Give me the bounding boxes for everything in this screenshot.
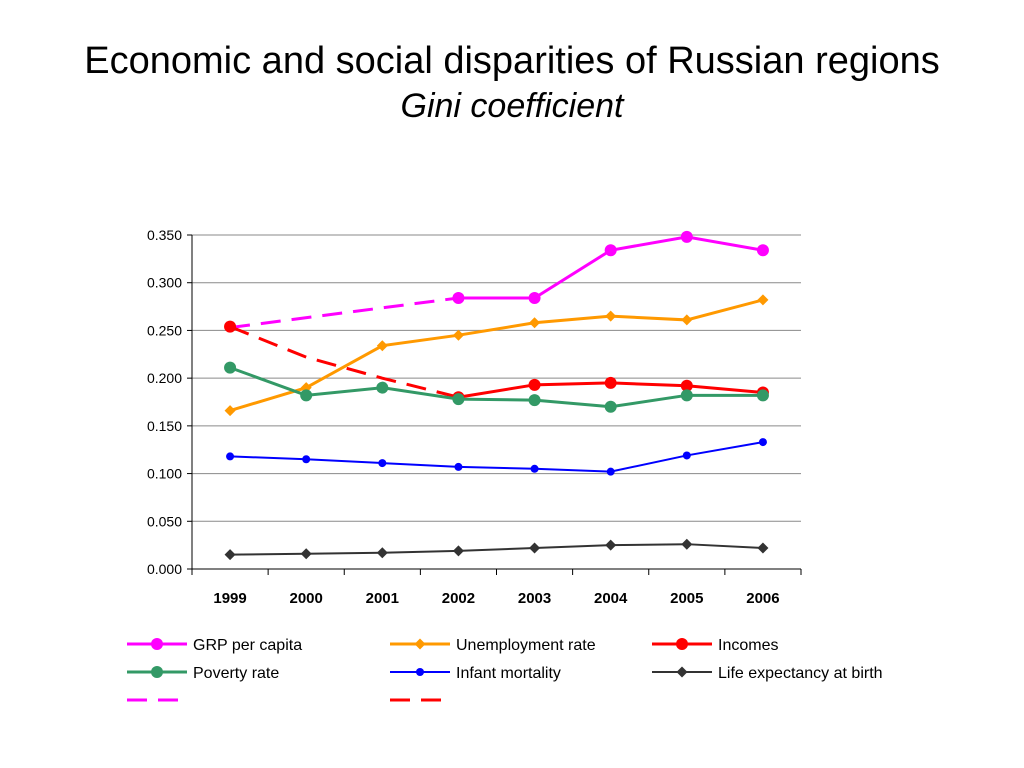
unemployment-rate-point: [224, 405, 236, 417]
y-tick-label: 0.250: [147, 322, 182, 338]
poverty-rate-point: [224, 361, 237, 374]
unemployment-rate-point: [529, 317, 541, 329]
unemployment-rate-point: [757, 294, 769, 306]
legend-marker-grp-per-capita: [151, 638, 163, 650]
life-expectancy-at-birth-line: [230, 543, 763, 556]
life-expectancy-at-birth-point: [529, 542, 541, 554]
legend-marker-infant-mortality: [416, 668, 424, 676]
legend-label-life-expectancy-at-birth: Life expectancy at birth: [718, 665, 883, 682]
legend-marker-incomes: [676, 638, 688, 650]
legend-label-infant-mortality: Infant mortality: [456, 665, 561, 682]
life-expectancy-at-birth-point: [376, 547, 388, 559]
unemployment-rate-point: [605, 310, 617, 322]
title-block: Economic and social disparities of Russi…: [0, 38, 1024, 128]
poverty-rate-point: [528, 394, 541, 407]
legend-marker-unemployment-rate: [414, 638, 426, 650]
infant-mortality-point: [378, 459, 387, 468]
infant-mortality-point: [302, 455, 311, 464]
grp-per-capita-point: [528, 291, 541, 304]
unemployment-rate-point: [376, 340, 388, 352]
unemployment-rate-point: [452, 329, 464, 341]
grp-per-capita-point: [680, 230, 693, 243]
slide-title: Economic and social disparities of Russi…: [84, 40, 940, 82]
unemployment-rate-point: [681, 314, 693, 326]
incomes-point: [528, 378, 541, 391]
life-expectancy-at-birth-point: [605, 539, 617, 551]
poverty-rate-point: [300, 389, 313, 402]
slide-subtitle: Gini coefficient: [400, 87, 624, 125]
y-tick-label: 0.150: [147, 418, 182, 434]
life-expectancy-at-birth-point: [224, 549, 236, 561]
x-tick-label: 2005: [670, 590, 703, 607]
x-tick-label: 1999: [213, 590, 246, 607]
y-tick-label: 0.300: [147, 275, 182, 291]
infant-mortality-point: [530, 464, 539, 473]
life-expectancy-at-birth-point: [681, 538, 693, 550]
x-tick-label: 2000: [290, 590, 323, 607]
incomes-point: [224, 320, 237, 333]
infant-mortality-point: [682, 451, 691, 460]
grp-per-capita-point: [452, 291, 465, 304]
legend-marker-life-expectancy-at-birth: [676, 666, 688, 678]
infant-mortality-point: [226, 452, 235, 461]
infant-mortality-point: [758, 438, 767, 447]
legend-label-poverty-rate: Poverty rate: [193, 665, 279, 682]
legend-label-incomes: Incomes: [718, 637, 778, 654]
life-expectancy-at-birth-point: [300, 548, 312, 560]
poverty-rate-line: [229, 366, 763, 409]
dashed-series-line-2: [229, 325, 459, 399]
y-tick-label: 0.350: [147, 227, 182, 243]
x-tick-label: 2001: [366, 590, 399, 607]
x-tick-label: 2006: [746, 590, 779, 607]
life-expectancy-at-birth-point: [757, 542, 769, 554]
poverty-rate-point: [376, 381, 389, 394]
x-tick-label: 2004: [594, 590, 628, 607]
life-expectancy-at-birth-point: [452, 545, 464, 557]
grp-per-capita-point: [604, 244, 617, 257]
y-tick-label: 0.000: [147, 561, 182, 577]
unemployment-rate-line: [229, 298, 764, 413]
x-tick-label: 2002: [442, 590, 475, 607]
y-tick-label: 0.200: [147, 370, 182, 386]
infant-mortality-line: [230, 441, 764, 473]
grp-per-capita-point: [756, 244, 769, 257]
x-tick-label: 2003: [518, 590, 551, 607]
poverty-rate-point: [604, 400, 617, 413]
poverty-rate-point: [680, 389, 693, 402]
dashed-series-line-1: [229, 296, 459, 330]
legend-marker-poverty-rate: [151, 666, 163, 678]
y-tick-label: 0.100: [147, 466, 182, 482]
incomes-point: [604, 376, 617, 389]
legend-label-grp-per-capita: GRP per capita: [193, 637, 302, 654]
infant-mortality-point: [606, 467, 615, 476]
y-tick-label: 0.050: [147, 513, 182, 529]
poverty-rate-point: [756, 389, 769, 402]
poverty-rate-point: [452, 393, 465, 406]
incomes-point: [680, 379, 693, 392]
infant-mortality-point: [454, 462, 463, 471]
legend-label-unemployment-rate: Unemployment rate: [456, 637, 596, 654]
